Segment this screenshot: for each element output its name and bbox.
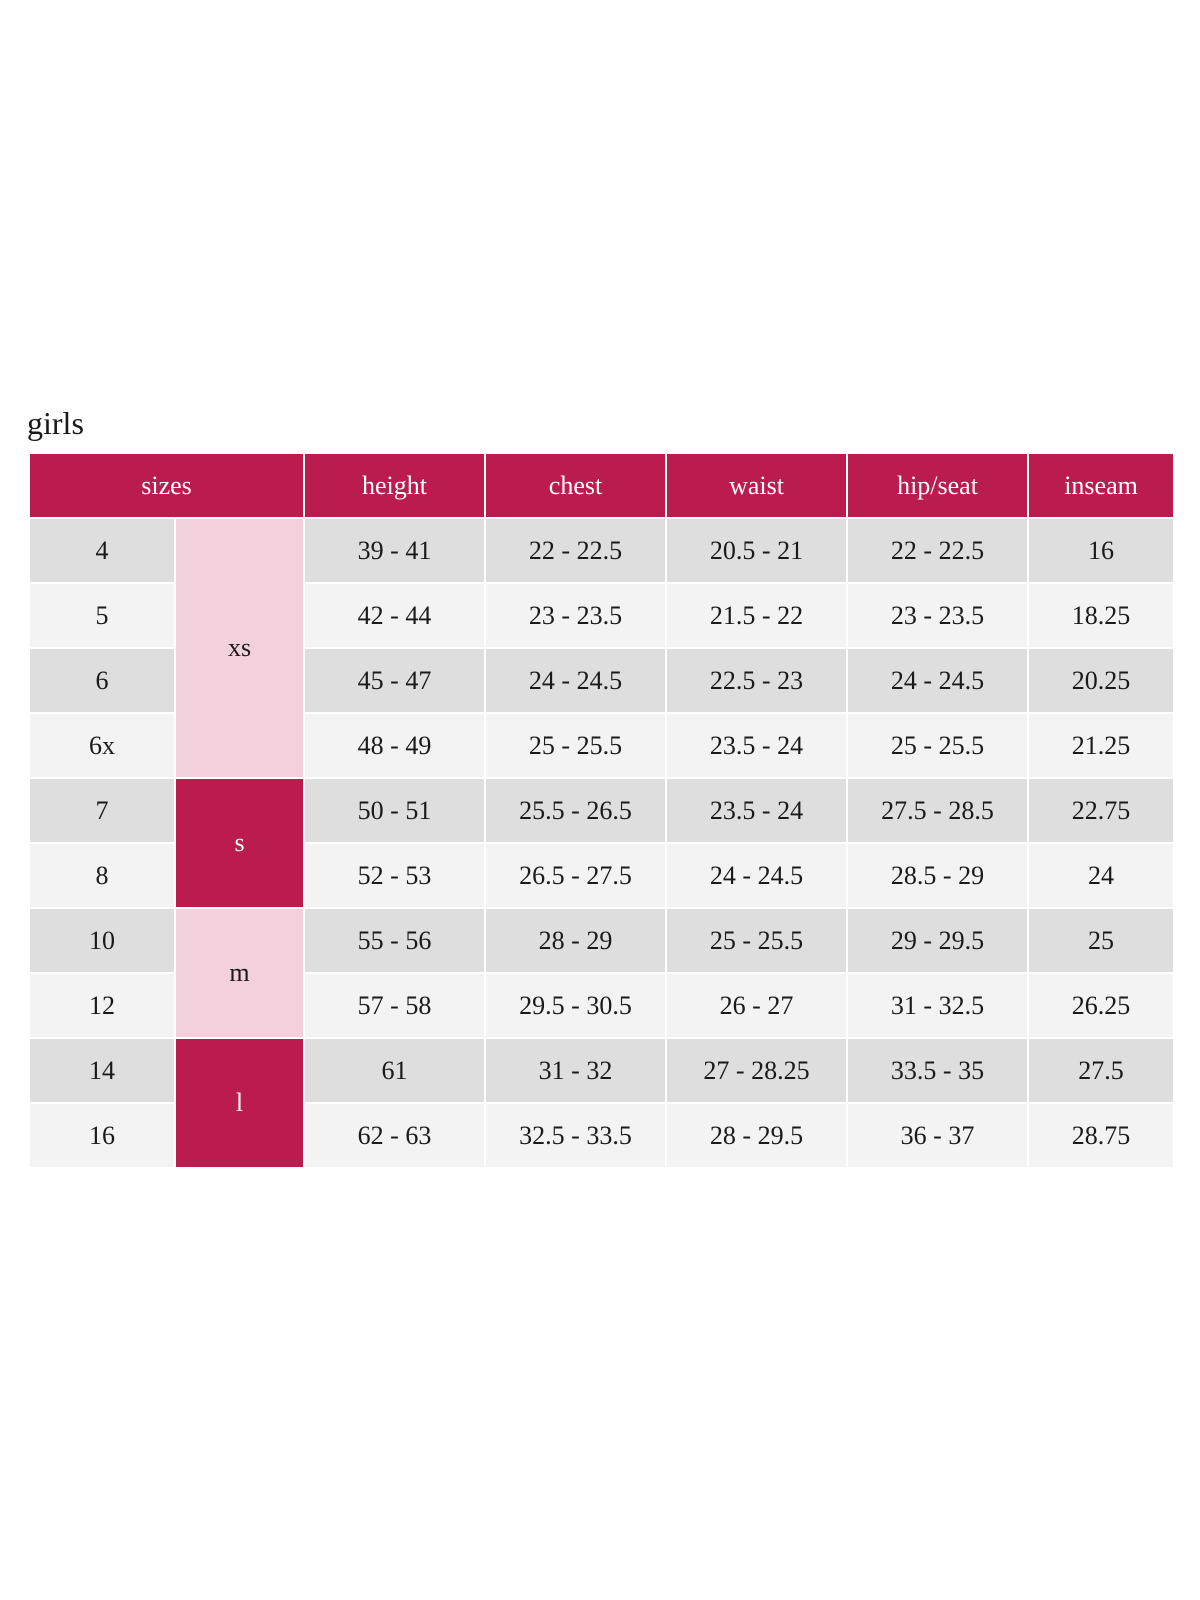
- cell-chest: 28 - 29: [484, 907, 668, 974]
- header-row: sizes height chest waist hip/seat inseam: [27, 454, 1176, 519]
- cell-inseam: 16: [1027, 517, 1176, 584]
- table-row: 5 42 - 44 23 - 23.5 21.5 - 22 23 - 23.5 18.25: [28, 582, 1176, 649]
- table-row: 6 45 - 47 24 - 24.5 22.5 - 23 24 - 24.5 20.25: [28, 647, 1176, 714]
- cell-inseam: 21.25: [1027, 712, 1176, 779]
- cell-height: 39 - 41: [303, 517, 487, 584]
- cell-hip-seat: 23 - 23.5: [846, 582, 1030, 649]
- cell-chest: 31 - 32: [484, 1037, 668, 1104]
- cell-inseam: 28.75: [1027, 1102, 1176, 1169]
- cell-height: 45 - 47: [303, 647, 487, 714]
- cell-chest: 32.5 - 33.5: [484, 1102, 668, 1169]
- table-row: 7 s 50 - 51 25.5 - 26.5 23.5 - 24 27.5 - 28.5…: [28, 777, 1176, 909]
- cell-size: 16: [28, 1102, 176, 1169]
- table-row: 10 m 55 - 56 28 - 29 25 - 25.5 29 - 29.5 25: [28, 907, 1176, 1039]
- cell-chest: 25.5 - 26.5: [484, 777, 668, 844]
- cell-size: 5: [28, 582, 176, 649]
- cell-waist: 24 - 24.5: [665, 842, 849, 909]
- cell-chest: 25 - 25.5: [484, 712, 668, 779]
- header-chest: chest: [484, 454, 668, 519]
- alpha-size-m: m: [173, 907, 306, 1039]
- cell-inseam: 18.25: [1027, 582, 1176, 649]
- cell-hip-seat: 28.5 - 29: [846, 842, 1030, 909]
- cell-waist: 27 - 28.25: [665, 1037, 849, 1104]
- cell-height: 42 - 44: [303, 582, 487, 649]
- cell-waist: 28 - 29.5: [665, 1102, 849, 1169]
- cell-size: 10: [28, 907, 176, 974]
- header-hip-seat: hip/seat: [846, 454, 1030, 519]
- cell-hip-seat: 36 - 37: [846, 1102, 1030, 1169]
- cell-height: 55 - 56: [303, 907, 487, 974]
- chart-title: girls: [27, 405, 84, 441]
- header-height: height: [303, 454, 487, 519]
- size-chart-table: sizes height chest waist hip/seat inseam…: [27, 454, 1176, 1169]
- cell-height: 48 - 49: [303, 712, 487, 779]
- cell-inseam: 24: [1027, 842, 1176, 909]
- cell-size: 7: [28, 777, 176, 844]
- table-row: 16 62 - 63 32.5 - 33.5 28 - 29.5 36 - 37 28.7…: [28, 1102, 1176, 1169]
- cell-inseam: 26.25: [1027, 972, 1176, 1039]
- cell-height: 62 - 63: [303, 1102, 487, 1169]
- cell-waist: 22.5 - 23: [665, 647, 849, 714]
- cell-chest: 29.5 - 30.5: [484, 972, 668, 1039]
- table-row: 4 xs 39 - 41 22 - 22.5 20.5 - 21 22 - 22.5 16: [28, 517, 1176, 779]
- cell-inseam: 27.5: [1027, 1037, 1176, 1104]
- cell-size: 6: [28, 647, 176, 714]
- cell-height: 52 - 53: [303, 842, 487, 909]
- cell-size: 4: [28, 517, 176, 584]
- cell-hip-seat: 31 - 32.5: [846, 972, 1030, 1039]
- cell-hip-seat: 25 - 25.5: [846, 712, 1030, 779]
- cell-hip-seat: 29 - 29.5: [846, 907, 1030, 974]
- cell-chest: 26.5 - 27.5: [484, 842, 668, 909]
- alpha-size-xs: xs: [173, 517, 306, 779]
- cell-waist: 26 - 27: [665, 972, 849, 1039]
- cell-hip-seat: 33.5 - 35: [846, 1037, 1030, 1104]
- cell-inseam: 20.25: [1027, 647, 1176, 714]
- cell-size: 14: [28, 1037, 176, 1104]
- cell-waist: 25 - 25.5: [665, 907, 849, 974]
- header-inseam: inseam: [1027, 454, 1176, 519]
- cell-inseam: 22.75: [1027, 777, 1176, 844]
- cell-height: 57 - 58: [303, 972, 487, 1039]
- table-row: 6x 48 - 49 25 - 25.5 23.5 - 24 25 - 25.5 21.2…: [28, 712, 1176, 779]
- cell-waist: 23.5 - 24: [665, 777, 849, 844]
- table-row: 14 l 61 31 - 32 27 - 28.25 33.5 - 35 27.5: [28, 1037, 1176, 1169]
- cell-hip-seat: 24 - 24.5: [846, 647, 1030, 714]
- alpha-size-s: s: [173, 777, 306, 909]
- table-row: 8 52 - 53 26.5 - 27.5 24 - 24.5 28.5 - 29 24: [28, 842, 1176, 909]
- cell-height: 61: [303, 1037, 487, 1104]
- cell-hip-seat: 22 - 22.5: [846, 517, 1030, 584]
- cell-size: 8: [28, 842, 176, 909]
- cell-inseam: 25: [1027, 907, 1176, 974]
- cell-height: 50 - 51: [303, 777, 487, 844]
- header-sizes: sizes: [27, 454, 306, 519]
- cell-waist: 21.5 - 22: [665, 582, 849, 649]
- cell-waist: 23.5 - 24: [665, 712, 849, 779]
- table-row: 12 57 - 58 29.5 - 30.5 26 - 27 31 - 32.5 26.2…: [28, 972, 1176, 1039]
- cell-hip-seat: 27.5 - 28.5: [846, 777, 1030, 844]
- cell-chest: 23 - 23.5: [484, 582, 668, 649]
- cell-size: 6x: [28, 712, 176, 779]
- cell-size: 12: [28, 972, 176, 1039]
- header-waist: waist: [665, 454, 849, 519]
- cell-waist: 20.5 - 21: [665, 517, 849, 584]
- cell-chest: 24 - 24.5: [484, 647, 668, 714]
- cell-chest: 22 - 22.5: [484, 517, 668, 584]
- alpha-size-l: l: [173, 1037, 306, 1169]
